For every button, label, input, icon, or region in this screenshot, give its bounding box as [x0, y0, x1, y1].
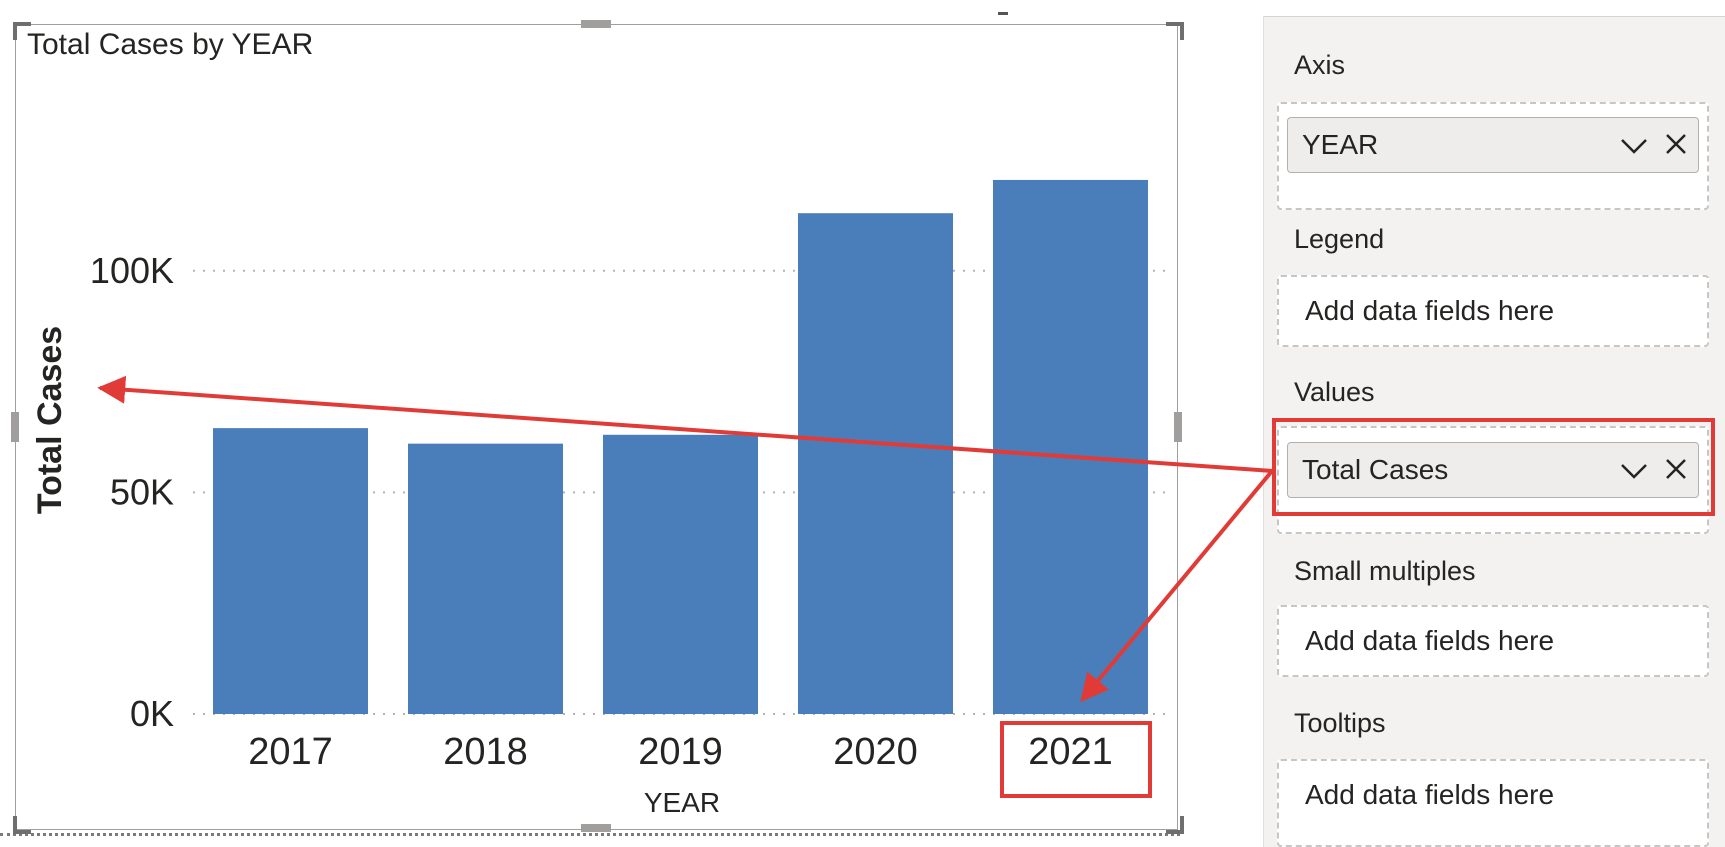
chart-title: Total Cases by YEAR	[27, 28, 314, 61]
x-tick-label-2019: 2019	[638, 731, 723, 773]
arrow-icon	[97, 375, 1273, 473]
y-tick-labels: 0K 50K 100K	[90, 250, 174, 734]
legend-placeholder: Add data fields here	[1305, 295, 1555, 326]
tooltips-well[interactable]: Add data fields here	[1277, 759, 1709, 847]
legend-section-label: Legend	[1294, 224, 1385, 254]
resize-handle-top-left[interactable]	[13, 22, 31, 40]
x-tick-labels: 2017 2018 2019 2020 2021	[248, 731, 1113, 773]
bar-2020[interactable]	[797, 213, 954, 714]
values-highlight-box	[1272, 418, 1715, 516]
values-field-label: Total Cases	[1302, 454, 1449, 485]
small-multiples-well[interactable]: Add data fields here	[1277, 605, 1709, 677]
bar-chart: 0K 50K 100K 2017 2018 2019 2020 2021 YEAR Tota…	[31, 179, 1168, 818]
bar-2021[interactable]	[992, 179, 1149, 715]
pane-divider	[1264, 16, 1725, 17]
close-icon[interactable]	[1664, 132, 1688, 156]
y-axis-title: Total Cases	[31, 326, 69, 514]
resize-handle-bottom-right[interactable]	[1166, 816, 1184, 834]
arrow-icon	[1080, 469, 1274, 703]
bar-2017[interactable]	[212, 428, 369, 714]
resize-handle-left[interactable]	[11, 412, 19, 442]
resize-handle-bottom-left[interactable]	[13, 816, 31, 834]
bar-2018[interactable]	[407, 443, 564, 714]
axis-well[interactable]: YEAR	[1277, 102, 1709, 210]
bar-2019[interactable]	[602, 434, 759, 714]
y-tick-label: 100K	[90, 250, 174, 291]
y-tick-label: 0K	[130, 693, 174, 734]
axis-field-label: YEAR	[1302, 129, 1379, 160]
resize-handle-top[interactable]	[581, 20, 611, 28]
top-edge-mark	[998, 12, 1008, 15]
fields-pane: Axis YEAR Legend Add data fields here Va…	[1263, 16, 1725, 847]
values-field-pill[interactable]: Total Cases	[1287, 442, 1699, 498]
x-axis-title: YEAR	[644, 787, 720, 818]
small-multiples-placeholder: Add data fields here	[1305, 625, 1555, 656]
tooltips-placeholder: Add data fields here	[1305, 779, 1555, 810]
values-section-label: Values	[1294, 377, 1375, 407]
axis-section-label: Axis	[1294, 50, 1346, 80]
chart-visual[interactable]	[15, 24, 1178, 830]
year-2021-highlight-box	[1000, 721, 1152, 798]
axis-field-pill[interactable]: YEAR	[1287, 117, 1699, 173]
x-tick-label-2020: 2020	[833, 731, 918, 773]
x-tick-label-2018: 2018	[443, 731, 528, 773]
resize-handle-top-right[interactable]	[1166, 22, 1184, 40]
bars	[212, 179, 1149, 715]
legend-well[interactable]: Add data fields here	[1277, 275, 1709, 347]
x-tick-label-2021: 2021	[1028, 731, 1113, 773]
canvas-border-line	[0, 833, 1180, 836]
values-well[interactable]: Total Cases	[1277, 426, 1709, 534]
chevron-down-icon[interactable]	[1618, 455, 1650, 487]
y-tick-label: 50K	[110, 471, 174, 512]
tooltips-section-label: Tooltips	[1294, 708, 1386, 738]
chevron-down-icon[interactable]	[1618, 130, 1650, 162]
close-icon[interactable]	[1664, 457, 1688, 481]
small-multiples-section-label: Small multiples	[1294, 556, 1476, 586]
resize-handle-bottom[interactable]	[581, 824, 611, 832]
resize-handle-right[interactable]	[1174, 412, 1182, 442]
x-tick-label-2017: 2017	[248, 731, 333, 773]
